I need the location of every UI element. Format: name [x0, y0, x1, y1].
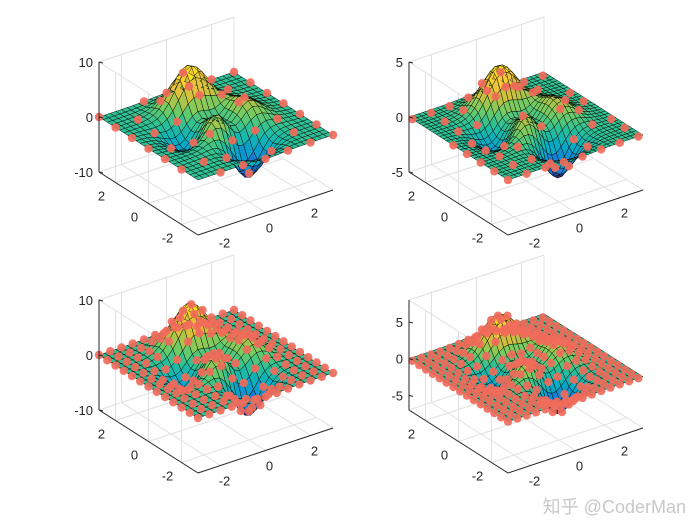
- subplot-bottom-left: -10 0 10 2 0 -2 -2 0 2: [40, 254, 350, 503]
- svg-text:-2: -2: [219, 236, 231, 251]
- svg-text:-5: -5: [391, 388, 403, 403]
- svg-text:0: 0: [576, 459, 583, 474]
- svg-text:0: 0: [576, 221, 583, 236]
- svg-text:0: 0: [396, 352, 403, 367]
- svg-text:2: 2: [98, 189, 105, 204]
- svg-text:0: 0: [131, 210, 138, 225]
- svg-text:-2: -2: [529, 236, 541, 251]
- svg-text:0: 0: [266, 459, 273, 474]
- svg-text:2: 2: [408, 427, 415, 442]
- subplot-top-left: -10 0 10 2 0 -2 -2 0 2: [40, 16, 350, 265]
- svg-text:0: 0: [131, 448, 138, 463]
- svg-text:2: 2: [408, 189, 415, 204]
- svg-text:-2: -2: [529, 474, 541, 489]
- svg-text:0: 0: [266, 221, 273, 236]
- scatter-markers: [408, 68, 643, 185]
- svg-text:-2: -2: [472, 469, 484, 484]
- tick-labels: -5 0 5 2 0 -2 -2 0 2: [391, 55, 628, 251]
- svg-text:5: 5: [396, 315, 403, 330]
- svg-text:10: 10: [79, 55, 93, 70]
- svg-text:10: 10: [79, 293, 93, 308]
- svg-text:2: 2: [311, 444, 318, 459]
- scatter-markers: [94, 67, 338, 178]
- svg-text:0: 0: [86, 348, 93, 363]
- svg-text:0: 0: [396, 110, 403, 125]
- svg-text:2: 2: [621, 444, 628, 459]
- subplot-top-right: -5 0 5 2 0 -2 -2 0 2: [350, 16, 660, 265]
- svg-text:-2: -2: [162, 469, 174, 484]
- svg-text:0: 0: [441, 210, 448, 225]
- tick-labels: -5 0 5 2 0 -2 -2 0 2: [391, 315, 628, 489]
- svg-text:-5: -5: [391, 165, 403, 180]
- svg-text:-2: -2: [162, 231, 174, 246]
- svg-text:2: 2: [621, 206, 628, 221]
- svg-text:-2: -2: [219, 474, 231, 489]
- scatter-markers: [408, 311, 643, 426]
- scatter-markers: [94, 300, 338, 423]
- axes: [408, 300, 644, 474]
- svg-text:-10: -10: [74, 403, 93, 418]
- surface-plot-1: -5 0 5 2 0 -2 -2 0 2: [391, 16, 644, 251]
- surface-plot-3: -5 0 5 2 0 -2 -2 0 2: [391, 254, 644, 489]
- svg-text:2: 2: [98, 427, 105, 442]
- subplot-bottom-right: -5 0 5 2 0 -2 -2 0 2: [350, 254, 660, 503]
- svg-text:-2: -2: [472, 231, 484, 246]
- svg-text:5: 5: [396, 55, 403, 70]
- svg-text:0: 0: [441, 448, 448, 463]
- surface-mesh: [98, 65, 334, 181]
- svg-text:-10: -10: [74, 165, 93, 180]
- svg-text:0: 0: [86, 110, 93, 125]
- svg-text:2: 2: [311, 206, 318, 221]
- watermark: 知乎 @CoderMan: [542, 497, 686, 517]
